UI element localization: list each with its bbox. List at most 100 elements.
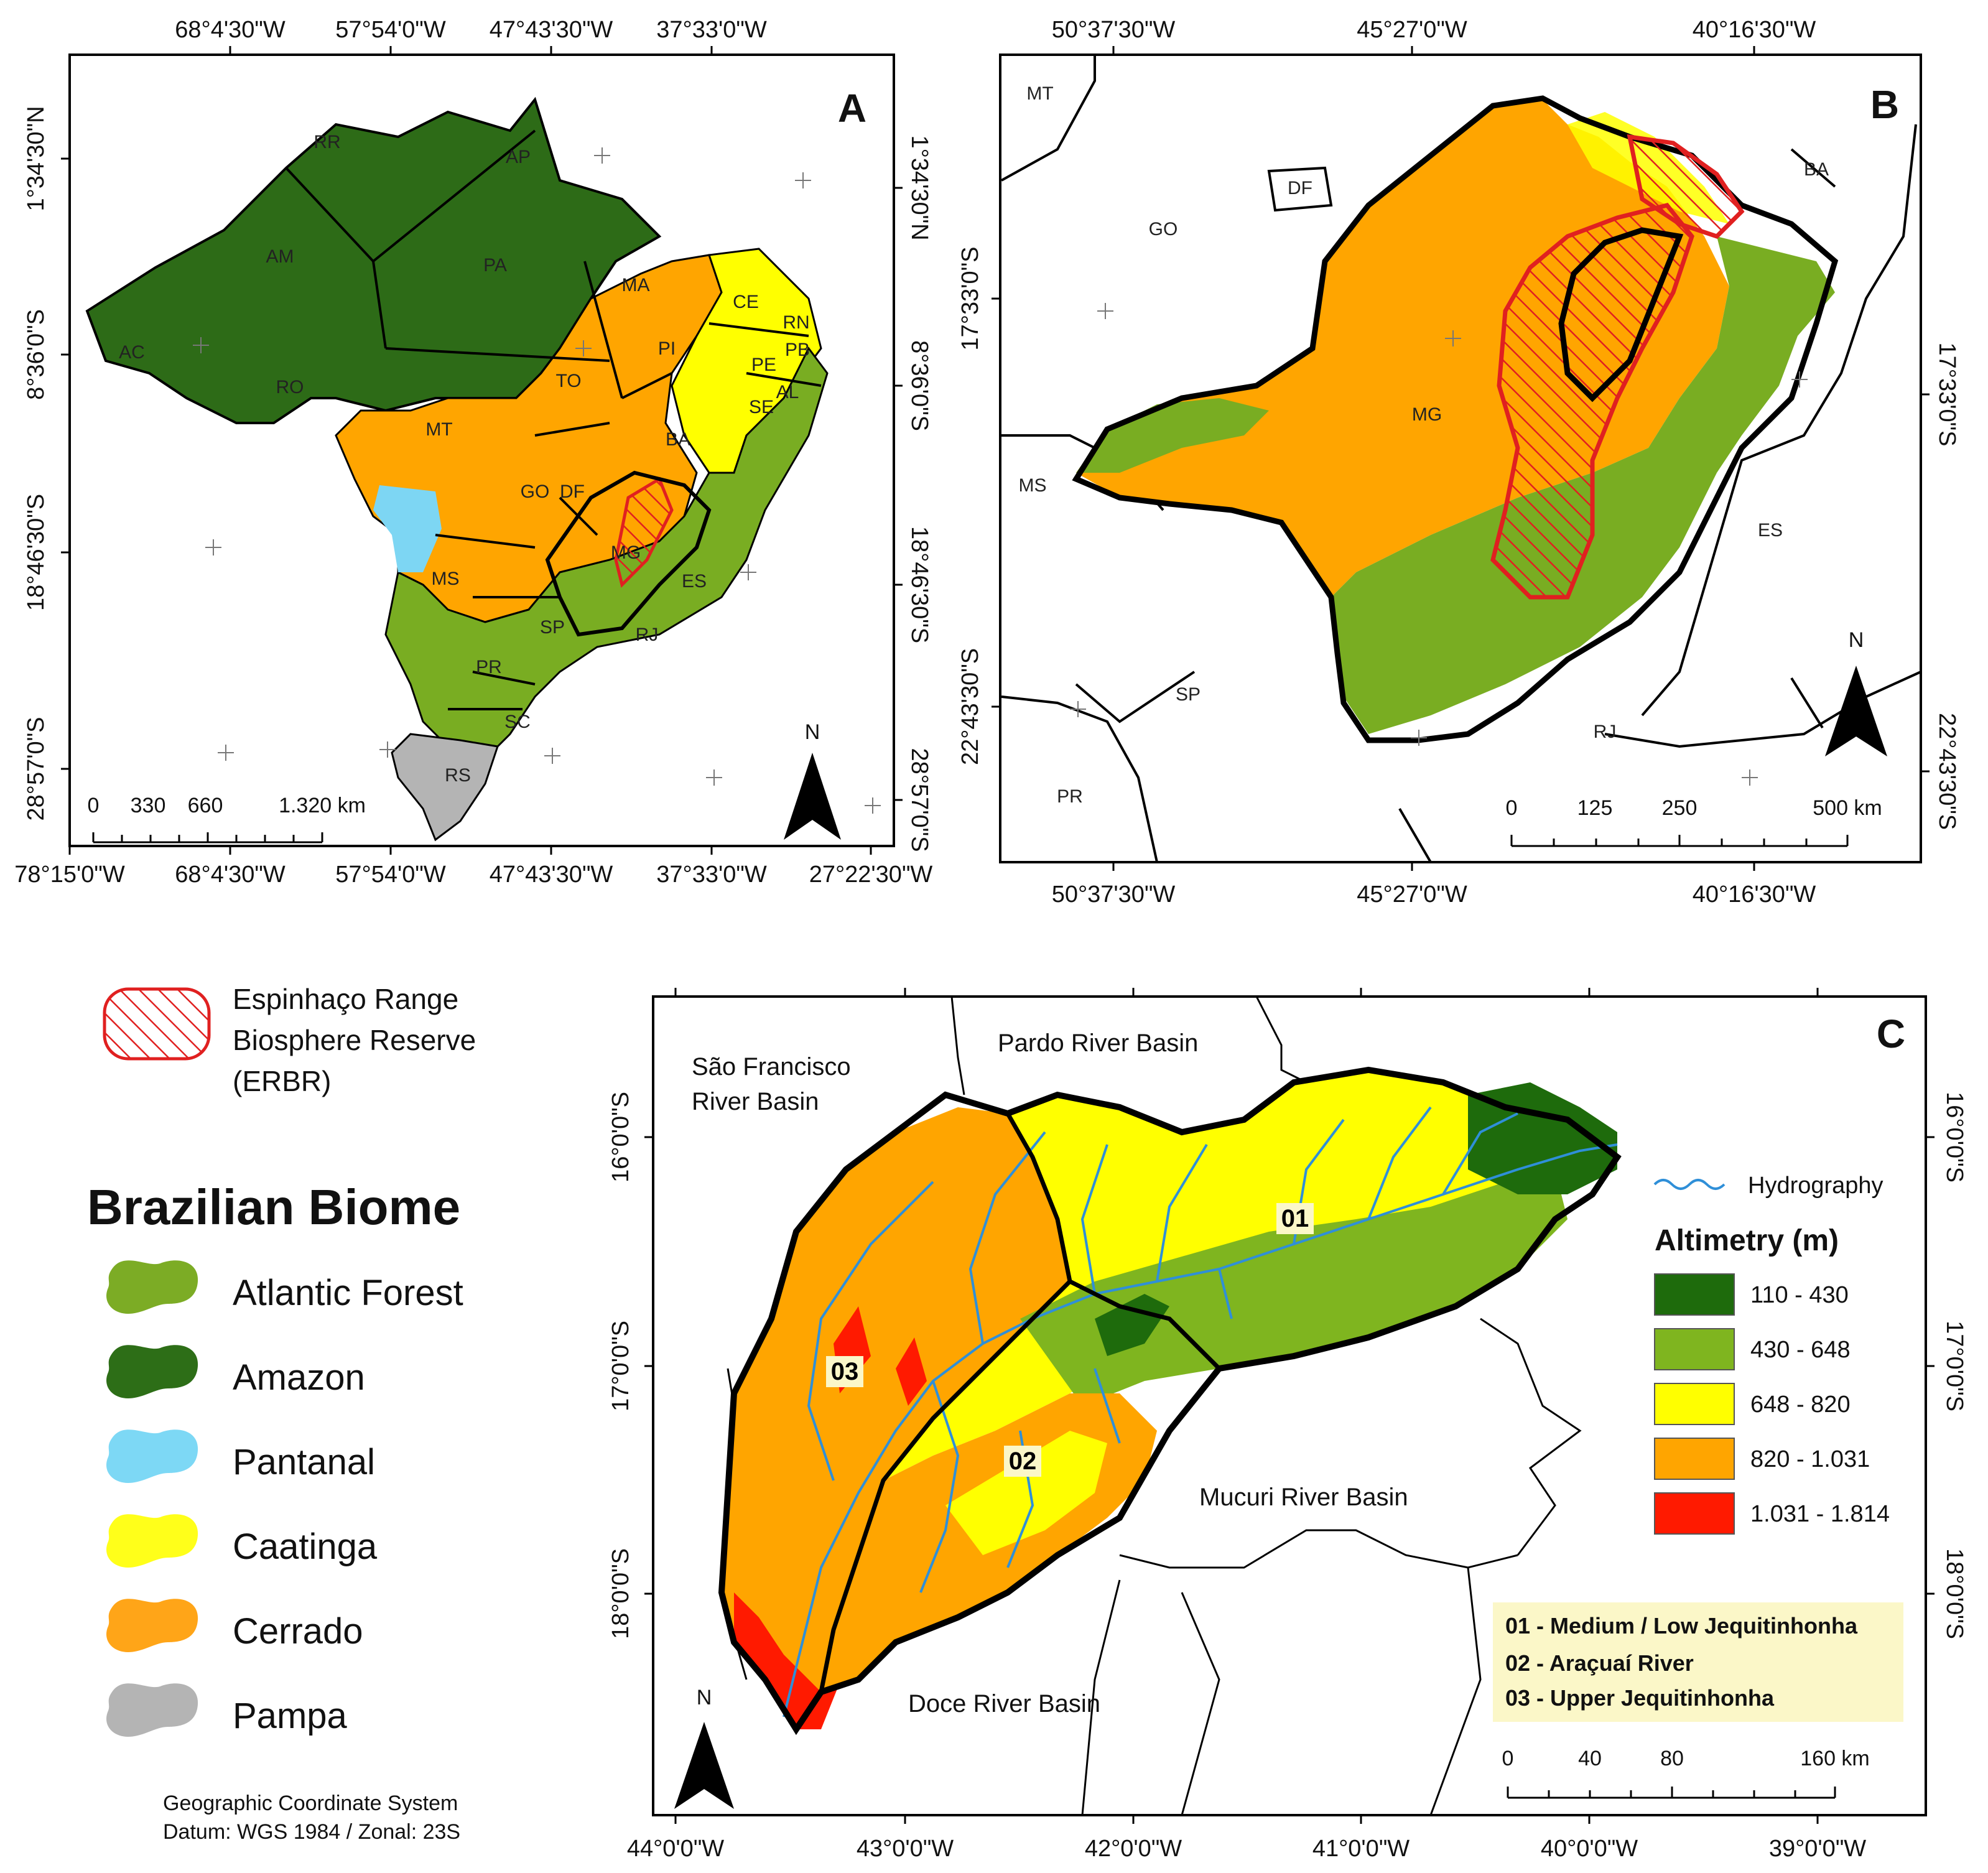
- state-label: MT: [1026, 83, 1053, 104]
- basin-label-sao-francisco: São Francisco: [692, 1053, 851, 1081]
- axis-ticks-b: [992, 46, 1930, 871]
- state-lines: [285, 129, 822, 710]
- svg-text:41°0'0"W: 41°0'0"W: [1312, 1836, 1410, 1862]
- altimetry-title: Altimetry (m): [1655, 1224, 1839, 1257]
- svg-text:28°57'0"S: 28°57'0"S: [23, 717, 49, 821]
- sub-basin-label: 02: [1009, 1448, 1037, 1475]
- state-labels-b: MT DF GO BA MG MS ES SP RJ PR: [1019, 83, 1829, 807]
- svg-text:50°37'30"W: 50°37'30"W: [1052, 17, 1176, 43]
- svg-text:N: N: [697, 1686, 712, 1709]
- svg-text:0: 0: [88, 794, 100, 817]
- state-label: SE: [749, 397, 774, 417]
- svg-text:648 - 820: 648 - 820: [1750, 1392, 1851, 1418]
- svg-text:02 - Araçuaí River: 02 - Araçuaí River: [1505, 1650, 1694, 1676]
- state-label: MG: [611, 542, 641, 563]
- erbr-legend-line3: (ERBR): [233, 1065, 331, 1097]
- state-label: SC: [504, 712, 531, 732]
- svg-text:37°33'0"W: 37°33'0"W: [656, 862, 767, 888]
- basin-label-mucuri: Mucuri River Basin: [1199, 1484, 1408, 1511]
- altimetry-class: 648 - 820: [1654, 1383, 1851, 1425]
- basin-green-light: [1020, 1169, 1568, 1406]
- svg-text:43°0'0"W: 43°0'0"W: [857, 1836, 954, 1862]
- state-label: PR: [1057, 786, 1083, 807]
- axis-ticks-c: [644, 988, 1935, 1824]
- basin-green-dark: [1095, 1082, 1617, 1356]
- state-label: SP: [540, 617, 565, 638]
- state-label: AL: [776, 382, 799, 402]
- svg-text:660: 660: [188, 794, 223, 817]
- state-label: RN: [783, 312, 809, 333]
- sub-basin-divide: [819, 1112, 1221, 1693]
- state-label: AC: [119, 342, 145, 363]
- coords-b-left: 17°33'0"S 22°43'30"S: [957, 247, 983, 766]
- svg-text:40°16'30"W: 40°16'30"W: [1693, 881, 1816, 908]
- svg-text:1.320 km: 1.320 km: [279, 794, 366, 817]
- svg-text:0: 0: [1502, 1747, 1514, 1770]
- svg-text:18°46'30"S: 18°46'30"S: [23, 494, 49, 611]
- state-label: PI: [658, 338, 676, 359]
- state-label: GO: [1149, 219, 1178, 239]
- state-label: PB: [785, 340, 810, 360]
- svg-text:27°22'30"W: 27°22'30"W: [809, 862, 933, 888]
- altimetry-class: 110 - 430: [1654, 1273, 1849, 1316]
- svg-text:Amazon: Amazon: [233, 1357, 365, 1398]
- svg-text:1°34'30"N: 1°34'30"N: [906, 135, 932, 240]
- state-label: DF: [1288, 178, 1312, 198]
- basin-yellow-araçuai: [945, 1431, 1107, 1555]
- state-label: AP: [506, 147, 531, 167]
- svg-text:01 - Medium / Low Jequitinhonh: 01 - Medium / Low Jequitinhonha: [1505, 1613, 1858, 1638]
- svg-text:820 - 1.031: 820 - 1.031: [1750, 1446, 1870, 1472]
- svg-text:22°43'30"S: 22°43'30"S: [957, 648, 983, 765]
- crs-line1: Geographic Coordinate System: [163, 1792, 458, 1815]
- coords-c-bottom: 44°0'0"W 43°0'0"W 42°0'0"W 41°0'0"W 40°0…: [627, 1836, 1866, 1862]
- state-label: MG: [1412, 404, 1442, 425]
- svg-text:17°33'0"S: 17°33'0"S: [1934, 343, 1960, 447]
- graticule-crosses-b: [1070, 303, 1808, 786]
- svg-text:16°0'0"S: 16°0'0"S: [1941, 1092, 1967, 1183]
- svg-text:18°0'0"S: 18°0'0"S: [1941, 1548, 1967, 1639]
- altimetry-class: 1.031 - 1.814: [1654, 1492, 1890, 1535]
- biome-legend-title: Brazilian Biome: [87, 1179, 460, 1235]
- biome-legend-item: Caatinga: [106, 1514, 378, 1568]
- state-label: RO: [276, 377, 304, 397]
- north-arrow-a: N: [784, 720, 841, 840]
- svg-text:N: N: [1849, 628, 1864, 652]
- coords-c-right: 16°0'0"S 17°0'0"S 18°0'0"S: [1941, 1092, 1967, 1639]
- svg-text:Atlantic Forest: Atlantic Forest: [233, 1273, 463, 1313]
- svg-text:Pantanal: Pantanal: [233, 1442, 375, 1482]
- state-label: PA: [483, 255, 507, 276]
- state-label: BA: [666, 429, 690, 450]
- panel-letter-c: C: [1877, 1011, 1905, 1056]
- mg-outline: [545, 470, 712, 637]
- svg-text:40°0'0"W: 40°0'0"W: [1541, 1836, 1638, 1862]
- scale-bar-c: 0 40 80 160 km: [1502, 1747, 1870, 1799]
- atlantic-forest-region: [384, 346, 829, 748]
- svg-text:40: 40: [1578, 1747, 1602, 1770]
- altimetry-class: 430 - 648: [1654, 1328, 1851, 1370]
- panel-letter-a: A: [838, 86, 866, 131]
- coords-c-left: 16°0'0"S 17°0'0"S 18°0'0"S: [608, 1092, 634, 1639]
- svg-text:17°0'0"S: 17°0'0"S: [608, 1321, 634, 1411]
- df-outline: [1267, 166, 1333, 212]
- crs-line2: Datum: WGS 1984 / Zonal: 23S: [163, 1820, 460, 1844]
- coords-b-bottom: 50°37'30"W 45°27'0"W 40°16'30"W: [1052, 881, 1816, 908]
- legend: Espinhaço Range Biosphere Reserve (ERBR)…: [87, 983, 476, 1844]
- svg-text:430 - 648: 430 - 648: [1750, 1337, 1851, 1363]
- erbr-legend-line1: Espinhaço Range: [233, 983, 458, 1015]
- pampa-region: [391, 733, 499, 842]
- axis-ticks-a: [61, 46, 903, 855]
- erbr-legend-line2: Biosphere Reserve: [233, 1024, 476, 1056]
- svg-text:17°0'0"S: 17°0'0"S: [1941, 1321, 1967, 1411]
- altimetry-class: 820 - 1.031: [1654, 1438, 1870, 1480]
- biome-legend-item: Pantanal: [106, 1429, 375, 1483]
- panel-letter-b: B: [1870, 82, 1899, 127]
- state-label: AM: [266, 246, 294, 267]
- panel-a: RR AP AM PA AC RO MA CE RN PB PI PE AL S…: [14, 17, 932, 888]
- north-arrow-c: N: [674, 1686, 734, 1809]
- svg-text:39°0'0"W: 39°0'0"W: [1769, 1836, 1866, 1862]
- svg-text:03 - Upper Jequitinhonha: 03 - Upper Jequitinhonha: [1505, 1685, 1775, 1711]
- brazil-map: [85, 96, 829, 842]
- svg-text:N: N: [805, 720, 820, 744]
- svg-text:Cerrado: Cerrado: [233, 1611, 363, 1652]
